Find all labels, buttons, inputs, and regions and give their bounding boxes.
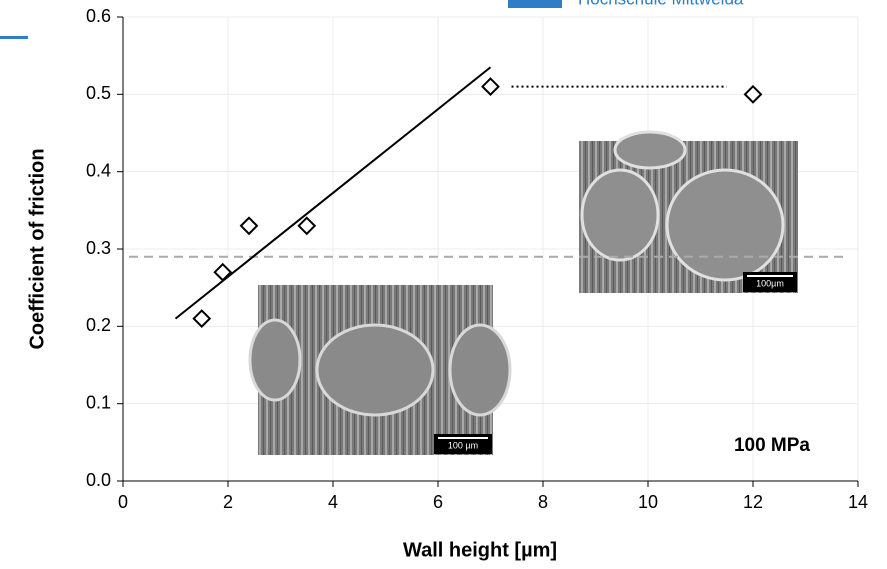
logo-mark [508, 0, 562, 8]
x-tick-label: 6 [433, 492, 443, 512]
y-tick-label: 0.6 [86, 6, 111, 26]
data-point [483, 79, 499, 95]
chart: Hochschule Mittweida 100 µm 100µm 100 MP… [0, 0, 887, 569]
y-tick-label: 0.3 [86, 238, 111, 258]
y-tick-label: 0.4 [86, 160, 111, 180]
micrograph-feature [450, 325, 510, 415]
y-axis-label: Coefficient of friction [26, 148, 48, 349]
x-tick-label: 12 [743, 492, 763, 512]
inset-image: 100 µm [250, 285, 510, 455]
y-tick-label: 0.0 [86, 470, 111, 490]
x-axis-label: Wall height [µm] [403, 539, 557, 561]
micrograph-feature [667, 170, 783, 280]
scale-bar-label: 100 µm [448, 440, 478, 450]
data-point [745, 86, 761, 102]
scale-bar-label: 100µm [756, 278, 784, 288]
micrograph-feature [250, 320, 300, 400]
y-tick-label: 0.1 [86, 392, 111, 412]
micrograph-feature [582, 170, 658, 260]
annotation: 100 MPa [734, 435, 810, 456]
data-point [241, 218, 257, 234]
insets: 100 µm 100µm [250, 132, 798, 455]
logo-text: Hochschule Mittweida [578, 0, 744, 8]
micrograph-feature [317, 325, 433, 415]
data-point [299, 218, 315, 234]
x-tick-label: 14 [848, 492, 868, 512]
x-tick-label: 4 [328, 492, 338, 512]
micrograph-feature [615, 132, 685, 168]
y-tick-label: 0.2 [86, 315, 111, 335]
y-tick-label: 0.5 [86, 83, 111, 103]
x-tick-label: 0 [118, 492, 128, 512]
x-tick-label: 10 [638, 492, 658, 512]
x-tick-label: 2 [223, 492, 233, 512]
decor-bar [0, 36, 28, 39]
x-tick-label: 8 [538, 492, 548, 512]
data-point [194, 311, 210, 327]
inset-image: 100µm [579, 132, 798, 293]
